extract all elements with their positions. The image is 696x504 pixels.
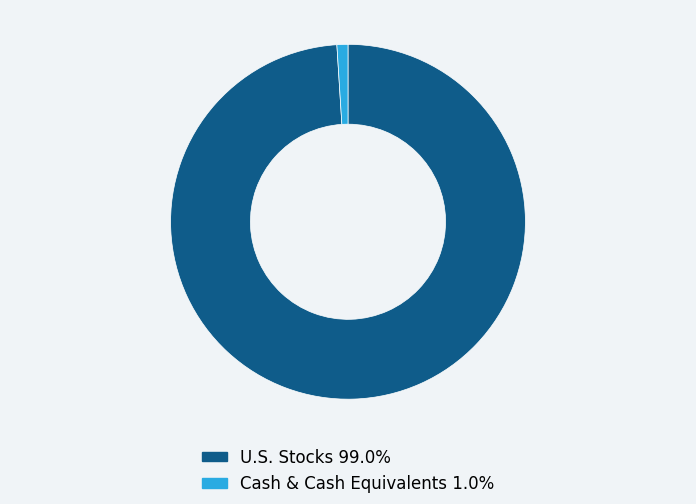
Wedge shape (337, 44, 348, 124)
Legend: U.S. Stocks 99.0%, Cash & Cash Equivalents 1.0%: U.S. Stocks 99.0%, Cash & Cash Equivalen… (202, 449, 494, 493)
Wedge shape (171, 44, 525, 399)
